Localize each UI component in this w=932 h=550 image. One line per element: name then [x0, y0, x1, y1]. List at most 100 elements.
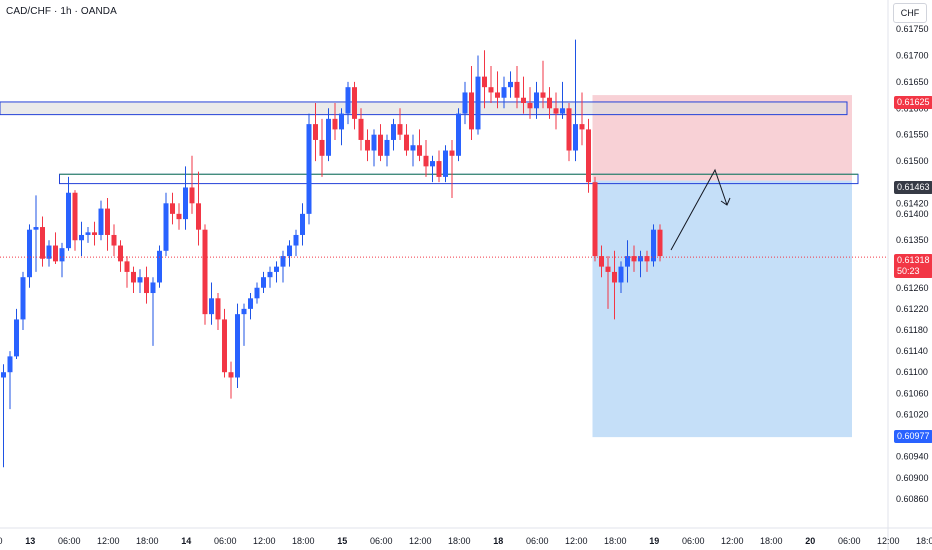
candle-body [469, 92, 474, 130]
candle-body [495, 92, 500, 98]
candle-body [378, 134, 383, 156]
candle-body [293, 234, 299, 246]
candle-body [228, 372, 234, 378]
candle-body [105, 208, 110, 235]
time-tick-label: 12:00 [565, 536, 588, 546]
candle-body [644, 256, 650, 262]
candle-body [618, 266, 624, 283]
candle-body [449, 150, 455, 156]
candle-body [404, 134, 409, 151]
candle-body [391, 124, 396, 140]
price-tick-label: 0.61220 [896, 304, 929, 314]
supply-zone-box [0, 101, 848, 116]
candle-body [209, 298, 214, 315]
time-tick-label: 18:00 [760, 536, 783, 546]
candle-body [248, 298, 253, 309]
candle-body [553, 108, 559, 114]
currency-button[interactable]: CHF [893, 3, 927, 23]
candle-body [66, 192, 71, 249]
price-tick-label: 0.61750 [896, 24, 929, 34]
time-tick-label: 06:00 [838, 536, 861, 546]
candle-body [508, 81, 513, 88]
candle-body [417, 145, 422, 156]
candle-body [339, 113, 344, 130]
price-tick-label: 0.61350 [896, 235, 929, 245]
candle-body [456, 113, 461, 156]
candle-body [638, 256, 643, 262]
time-tick-label: 06:00 [526, 536, 549, 546]
candle-body [20, 277, 26, 320]
candle-body [514, 81, 520, 98]
candle-body [157, 250, 162, 283]
candle-body [144, 277, 149, 294]
time-tick-label: 13 [25, 536, 35, 546]
time-tick-label: 18:00 [136, 536, 159, 546]
projection-arrow [670, 168, 728, 251]
candle-body [488, 87, 494, 93]
candle-body [605, 266, 611, 272]
candle-body [651, 229, 656, 262]
candle-body [46, 245, 52, 259]
candle-body [27, 229, 32, 278]
price-tick-label: 0.61650 [896, 77, 929, 87]
time-tick-label: 18:00 [916, 536, 932, 546]
candle-body [573, 124, 578, 151]
current-price-value: 0.61318 [897, 255, 930, 265]
candle-body [53, 245, 58, 262]
candle-body [124, 261, 130, 272]
time-tick-label: 12:00 [721, 536, 744, 546]
candle-body [462, 92, 468, 114]
time-tick-label: 20 [805, 536, 815, 546]
candle-body [72, 192, 78, 241]
candle-body [475, 76, 481, 130]
candle-body [306, 124, 312, 214]
candle-body [163, 203, 169, 251]
candle-body [287, 245, 292, 257]
candle-body [501, 87, 507, 98]
candle-body [612, 271, 617, 283]
price-tick-label: 0.61140 [896, 346, 928, 356]
candle-body [92, 232, 97, 235]
candle-body [657, 229, 663, 257]
time-tick-label: 06:00 [682, 536, 705, 546]
price-tick-label: 0.60900 [896, 473, 929, 483]
candle-body [150, 282, 156, 294]
symbol-title: CAD/CHF · 1h · OANDA [6, 6, 117, 17]
candle-body [345, 87, 351, 114]
candle-body [137, 277, 143, 283]
entry-price-badge: 0.61463 [894, 181, 932, 194]
time-tick-label: 12:00 [409, 536, 432, 546]
candle-body [40, 227, 45, 259]
time-tick-label: 12:00 [877, 536, 900, 546]
price-tick-label: 0.61400 [896, 209, 929, 219]
price-tick-label: 0.60860 [896, 494, 929, 504]
price-tick-label: 0.61060 [896, 388, 929, 398]
price-tick-label: 0.61020 [896, 409, 929, 419]
target-price-badge: 0.60977 [894, 430, 932, 443]
candle-body [215, 298, 221, 320]
take-profit-zone [592, 180, 852, 438]
candle-body [384, 139, 390, 156]
time-tick-label: 18 [493, 536, 503, 546]
candle-body [365, 139, 370, 151]
candle-body [371, 134, 377, 151]
candle-body [560, 108, 565, 114]
price-tick-label: 0.61260 [896, 283, 929, 293]
candle-body [631, 256, 637, 262]
candle-body [352, 87, 357, 119]
projection-arrowhead [720, 197, 731, 206]
time-tick-label: 18:00 [292, 536, 315, 546]
candle-body [319, 139, 325, 156]
candle-body [625, 256, 630, 267]
price-tick-label: 0.61100 [896, 367, 928, 377]
time-tick-label: 06:00 [370, 536, 393, 546]
price-tick-label: 0.61180 [896, 325, 928, 335]
candle-body [267, 271, 273, 278]
price-tick-label: 0.61550 [896, 130, 929, 140]
time-tick-label: 12:00 [253, 536, 276, 546]
candle-body [534, 92, 539, 109]
candle-body [1, 372, 6, 378]
candle-body [410, 145, 416, 151]
